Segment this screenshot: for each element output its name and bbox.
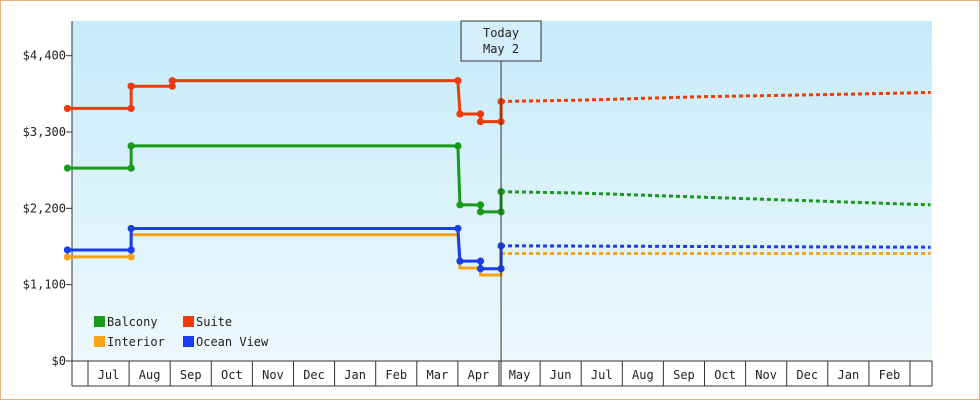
suite-legend-swatch — [183, 316, 194, 327]
suite-point — [456, 110, 464, 118]
balcony-forecast-line — [501, 190, 931, 207]
ocean-view-point — [476, 257, 485, 265]
month-label: Feb — [385, 368, 407, 382]
month-label: Aug — [139, 368, 161, 382]
y-tick-label: $0 — [52, 354, 66, 368]
y-tick-label: $2,200 — [23, 201, 66, 215]
today-label: Today — [483, 26, 519, 40]
month-label: Sep — [180, 368, 202, 382]
ocean-view-point — [454, 224, 462, 233]
suite-point — [127, 104, 135, 113]
ocean-view-point — [63, 246, 72, 254]
month-label: Apr — [468, 368, 490, 382]
ocean-view-forecast-line — [501, 244, 931, 249]
x-axis: Jul Aug Sep Oct Nov Dec Jan Feb Mar Apr May Jun Jul A… — [71, 360, 933, 387]
month-label: Aug — [632, 368, 654, 382]
month-label: Nov — [755, 368, 777, 382]
suite-forecast-line — [501, 90, 931, 103]
balcony-legend-label: Balcony — [107, 315, 158, 329]
balcony-point — [127, 142, 135, 150]
month-label: Feb — [879, 368, 901, 382]
y-axis: $0 $1,100 $2,200 $3,300 $4,400 — [23, 21, 73, 368]
month-label: Sep — [673, 368, 695, 382]
ocean-view-point — [456, 257, 464, 265]
balcony-point — [63, 164, 72, 172]
interior-point — [63, 253, 72, 261]
month-label: Jan — [838, 368, 860, 382]
month-label: Oct — [714, 368, 736, 382]
interior-legend-swatch — [94, 336, 105, 347]
suite-point — [168, 82, 176, 90]
balcony-point — [456, 201, 464, 209]
suite-legend-label: Suite — [196, 315, 232, 329]
y-tick-label: $3,300 — [23, 125, 66, 139]
suite-point — [168, 77, 176, 85]
ocean-view-point — [127, 224, 135, 233]
suite-point — [476, 110, 485, 118]
month-label: Jul — [591, 368, 613, 382]
month-label: May — [509, 368, 531, 382]
month-label: Jul — [98, 368, 120, 382]
balcony-point — [476, 201, 485, 209]
month-label: Jun — [550, 368, 572, 382]
month-label: Dec — [303, 368, 325, 382]
legend: Balcony Suite Interior Ocean View — [94, 315, 269, 349]
balcony-legend-swatch — [94, 316, 105, 327]
ocean-view-point — [127, 246, 135, 254]
interior-point — [127, 253, 135, 261]
balcony-point — [127, 164, 135, 172]
today-date: May 2 — [483, 42, 519, 56]
month-label: Mar — [427, 368, 449, 382]
month-label: Dec — [796, 368, 818, 382]
suite-point — [63, 104, 72, 113]
suite-point — [476, 118, 485, 126]
ocean-view-point — [476, 265, 485, 273]
suite-point — [127, 82, 135, 90]
ocean-view-legend-label: Ocean View — [196, 335, 269, 349]
ocean-view-legend-swatch — [183, 336, 194, 347]
series-layer — [63, 77, 931, 277]
y-tick-label: $1,100 — [23, 278, 66, 292]
balcony-point — [476, 208, 485, 216]
balcony-point — [454, 142, 462, 150]
today-label-box — [460, 20, 542, 62]
interior-legend-label: Interior — [107, 335, 165, 349]
today-marker: Today May 2 — [460, 20, 542, 386]
suite-point — [454, 77, 462, 85]
month-label: Jan — [344, 368, 366, 382]
y-tick-label: $4,400 — [23, 49, 66, 63]
month-label: Oct — [221, 368, 243, 382]
month-label: Nov — [262, 368, 284, 382]
